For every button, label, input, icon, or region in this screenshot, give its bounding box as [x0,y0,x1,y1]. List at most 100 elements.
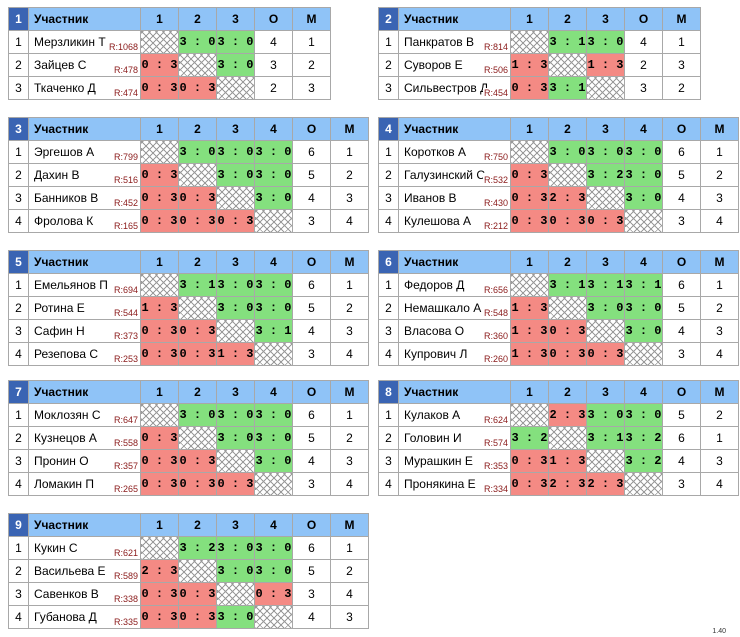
player-name[interactable]: Зайцев С [34,58,87,72]
player-name-cell[interactable]: Мурашкин Е R:353 [398,449,511,473]
player-name-cell[interactable]: Суворов Е R:506 [398,53,511,77]
player-name[interactable]: Пронякина Е [404,477,476,491]
player-name-cell[interactable]: Дахин В R:516 [28,163,141,187]
player-place: 4 [700,209,739,233]
player-name[interactable]: Резепова С [34,347,99,361]
player-name-cell[interactable]: Ротина Е R:544 [28,296,141,320]
player-name-cell[interactable]: Сильвестров Д R:454 [398,76,511,100]
player-name[interactable]: Мерзликин Т [34,35,106,49]
points-header: О [662,380,701,404]
player-name-cell[interactable]: Ткаченко Д R:474 [28,76,141,100]
player-name-cell[interactable]: Галузинский С R:532 [398,163,511,187]
player-name[interactable]: Коротков А [404,145,467,159]
player-name-cell[interactable]: Банников В R:452 [28,186,141,210]
player-name-cell[interactable]: Савенков В R:338 [28,582,141,606]
score-win: 3 : 0 [254,186,293,210]
player-name[interactable]: Кулешова А [404,214,471,228]
player-name-cell[interactable]: Кузнецов А R:558 [28,426,141,450]
player-name-cell[interactable]: Панкратов В R:814 [398,30,511,54]
player-name[interactable]: Немашкало А [404,301,482,315]
player-name[interactable]: Губанова Д [34,610,97,624]
column-header: 2 [178,250,217,274]
player-index: 1 [378,403,399,427]
player-name[interactable]: Мурашкин Е [404,454,473,468]
player-name[interactable]: Ломакин П [34,477,95,491]
player-name-cell[interactable]: Кукин С R:621 [28,536,141,560]
player-name-cell[interactable]: Купрович Л R:260 [398,342,511,366]
player-name-cell[interactable]: Резепова С R:253 [28,342,141,366]
place-header: М [700,117,739,141]
player-name[interactable]: Савенков В [34,587,99,601]
player-name[interactable]: Панкратов В [404,35,475,49]
score-win: 3 : 0 [216,605,255,629]
player-name[interactable]: Фролова К [34,214,94,228]
player-place: 1 [700,273,739,297]
player-name-cell[interactable]: Мерзликин Т R:1068 [28,30,141,54]
player-name-cell[interactable]: Иванов В R:430 [398,186,511,210]
player-name-cell[interactable]: Пронин О R:357 [28,449,141,473]
player-name-cell[interactable]: Губанова Д R:335 [28,605,141,629]
player-name-cell[interactable]: Емельянов П R:694 [28,273,141,297]
group-header-row: 6 Участник 1 2 3 4 О М [378,250,739,274]
column-header: 4 [624,380,663,404]
score-win: 3 : 2 [510,426,549,450]
player-name[interactable]: Кулаков А [404,408,461,422]
player-name[interactable]: Емельянов П [34,278,108,292]
points-header: О [292,513,331,537]
player-name[interactable]: Сафин Н [34,324,85,338]
self-match-cell [624,342,663,366]
player-name-cell[interactable]: Кулешова А R:212 [398,209,511,233]
score-loss: 1 : 3 [510,319,549,343]
player-name[interactable]: Сильвестров Д [404,81,489,95]
player-name[interactable]: Дахин В [34,168,80,182]
player-name[interactable]: Федоров Д [404,278,465,292]
player-name-cell[interactable]: Власова О R:360 [398,319,511,343]
player-name-cell[interactable]: Немашкало А R:548 [398,296,511,320]
player-name-cell[interactable]: Пронякина Е R:334 [398,472,511,496]
player-place: 1 [330,273,369,297]
player-name-cell[interactable]: Фролова К R:165 [28,209,141,233]
player-name[interactable]: Иванов В [404,191,457,205]
player-name-cell[interactable]: Федоров Д R:656 [398,273,511,297]
self-match-cell [140,536,179,560]
player-name[interactable]: Васильева Е [34,564,106,578]
player-name-cell[interactable]: Эргешов А R:799 [28,140,141,164]
player-name-cell[interactable]: Ломакин П R:265 [28,472,141,496]
column-header: 4 [254,380,293,404]
player-name-cell[interactable]: Коротков А R:750 [398,140,511,164]
score-win: 3 : 2 [624,426,663,450]
player-name-cell[interactable]: Зайцев С R:478 [28,53,141,77]
player-place: 4 [330,472,369,496]
column-header: 3 [216,250,255,274]
player-name-cell[interactable]: Головин И R:574 [398,426,511,450]
player-name[interactable]: Галузинский С [404,168,485,182]
player-name[interactable]: Купрович Л [404,347,468,361]
player-index: 4 [8,342,29,366]
score-loss: 0 : 3 [140,342,179,366]
player-name[interactable]: Головин И [404,431,462,445]
player-name[interactable]: Власова О [404,324,465,338]
player-name-cell[interactable]: Сафин Н R:373 [28,319,141,343]
group-number: 7 [8,380,29,404]
player-name[interactable]: Банников В [34,191,99,205]
player-name-cell[interactable]: Кулаков А R:624 [398,403,511,427]
player-name-cell[interactable]: Моклозян С R:647 [28,403,141,427]
player-place: 2 [330,426,369,450]
player-points: 4 [662,449,701,473]
player-name[interactable]: Эргешов А [34,145,95,159]
player-name[interactable]: Ткаченко Д [34,81,96,95]
player-name-cell[interactable]: Васильева Е R:589 [28,559,141,583]
player-name[interactable]: Суворов Е [404,58,463,72]
player-place: 4 [330,582,369,606]
player-name[interactable]: Кукин С [34,541,78,555]
score-win: 3 : 0 [254,559,293,583]
score-win: 3 : 0 [216,53,255,77]
player-name[interactable]: Кузнецов А [34,431,97,445]
participant-header: Участник [28,513,141,537]
player-name[interactable]: Моклозян С [34,408,101,422]
player-name[interactable]: Ротина Е [34,301,85,315]
player-name[interactable]: Пронин О [34,454,89,468]
